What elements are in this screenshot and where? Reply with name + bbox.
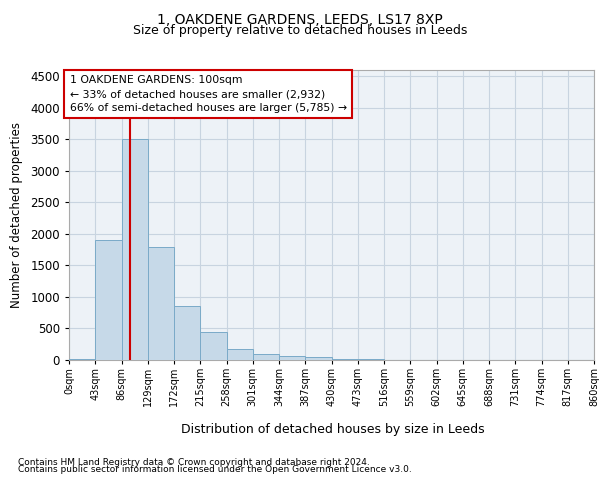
Bar — [227, 349, 253, 360]
Bar — [305, 358, 331, 360]
Bar — [200, 332, 227, 360]
Y-axis label: Number of detached properties: Number of detached properties — [10, 122, 23, 308]
Bar — [148, 246, 174, 360]
Bar — [174, 306, 200, 360]
Bar — [253, 354, 279, 360]
Bar — [331, 358, 358, 360]
Text: 1 OAKDENE GARDENS: 100sqm
← 33% of detached houses are smaller (2,932)
66% of se: 1 OAKDENE GARDENS: 100sqm ← 33% of detac… — [70, 75, 347, 113]
Text: Contains public sector information licensed under the Open Government Licence v3: Contains public sector information licen… — [18, 466, 412, 474]
Bar — [121, 140, 148, 360]
Bar — [95, 240, 121, 360]
Text: Distribution of detached houses by size in Leeds: Distribution of detached houses by size … — [181, 422, 485, 436]
Bar — [279, 356, 305, 360]
Text: Contains HM Land Registry data © Crown copyright and database right 2024.: Contains HM Land Registry data © Crown c… — [18, 458, 370, 467]
Text: Size of property relative to detached houses in Leeds: Size of property relative to detached ho… — [133, 24, 467, 37]
Text: 1, OAKDENE GARDENS, LEEDS, LS17 8XP: 1, OAKDENE GARDENS, LEEDS, LS17 8XP — [157, 12, 443, 26]
